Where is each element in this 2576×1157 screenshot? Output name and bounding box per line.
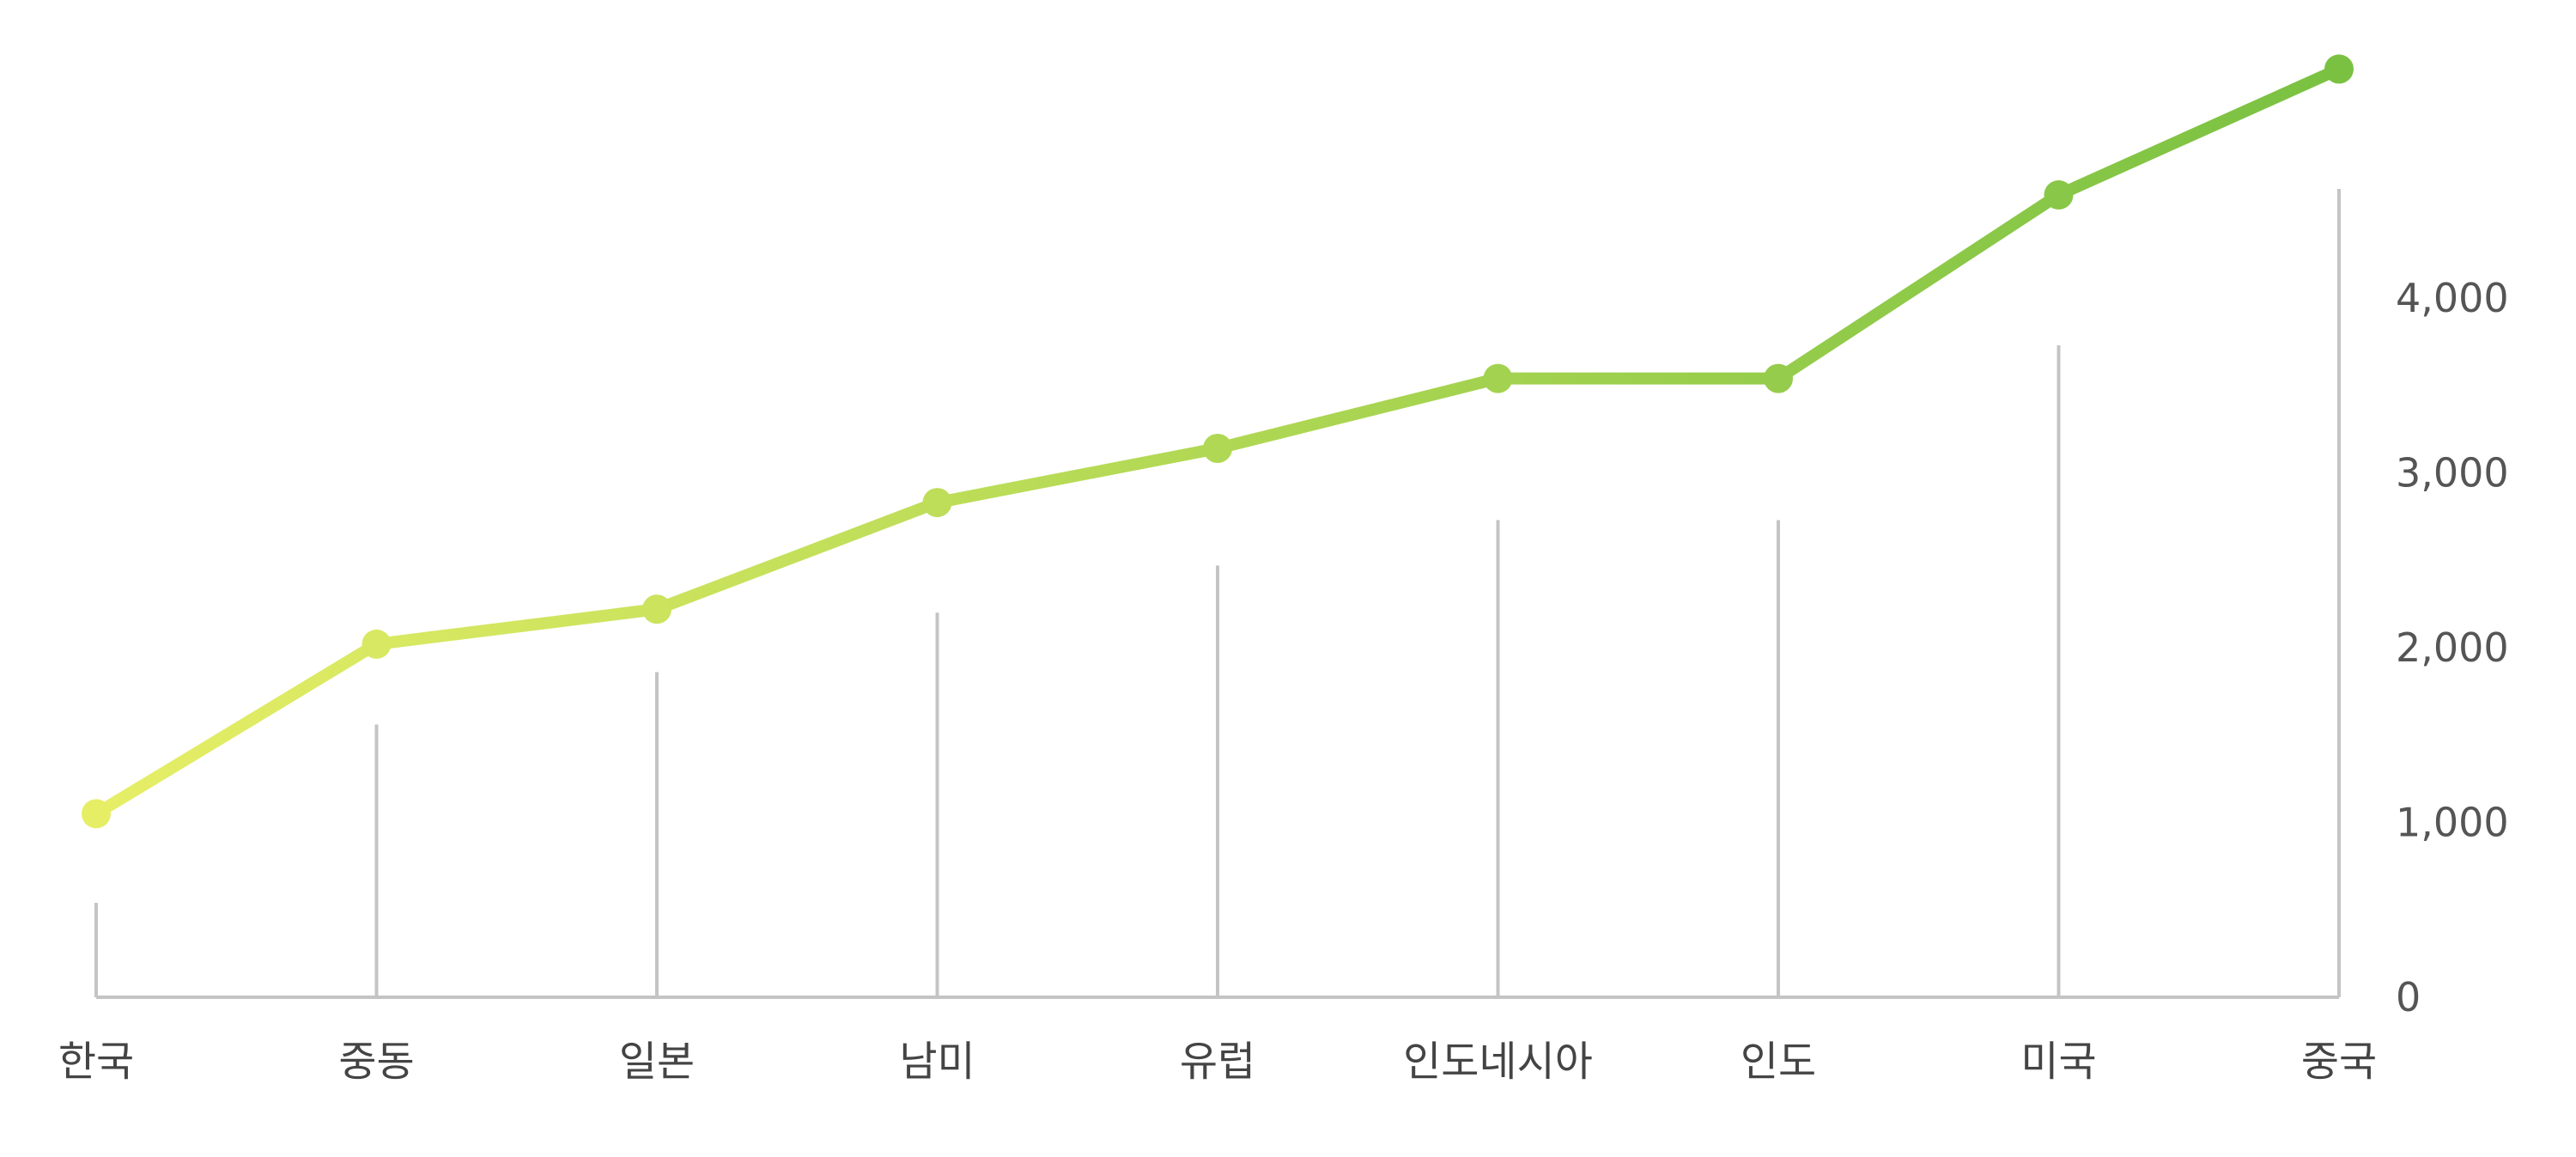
y-tick-label: 2,000 [2396,624,2509,671]
y-tick-label: 4,000 [2396,275,2509,321]
x-tick-label: 유럽 [1180,1038,1255,1086]
x-tick-label: 한국 [58,1038,134,1086]
x-tick-label: 인도네시아 [1403,1038,1593,1086]
data-point [922,488,952,518]
data-point [2044,180,2074,210]
data-point [82,799,111,829]
data-point [1483,363,1513,393]
y-tick-label: 0 [2396,974,2421,1020]
x-tick-label: 중동 [338,1038,414,1086]
x-axis-labels: 한국 중동 일본 남미 유럽 인도네시아 인도 미국 중국 [58,1038,2377,1086]
y-tick-label: 1,000 [2396,800,2509,846]
data-point [1764,363,1793,393]
data-point [1203,434,1232,464]
axes [96,189,2341,999]
x-tick-label: 미국 [2020,1038,2096,1086]
y-tick-label: 3,000 [2396,450,2509,496]
reference-bars [94,219,2341,997]
data-point [2324,54,2354,84]
x-tick-label: 중국 [2301,1038,2377,1086]
data-series [82,54,2354,829]
x-tick-label: 일본 [619,1038,695,1086]
data-point [642,594,671,624]
y-axis-ticks: 0 1,000 2,000 3,000 4,000 [2396,275,2509,1020]
x-tick-label: 인도 [1741,1038,1816,1086]
data-point [361,629,392,659]
x-tick-label: 남미 [899,1038,975,1086]
